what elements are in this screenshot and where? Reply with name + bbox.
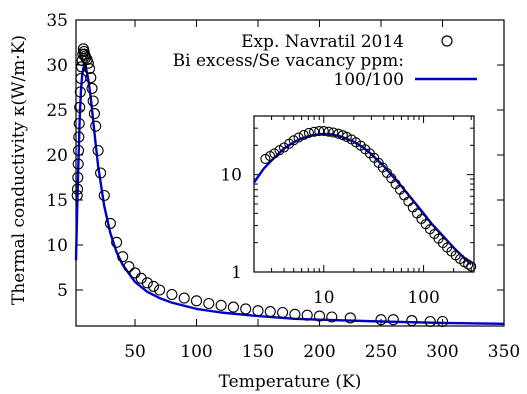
data-point-exp (167, 290, 177, 300)
y-axis-label: Thermal conductivity κ(W/m·K) (9, 35, 29, 305)
data-point-exp (228, 302, 238, 312)
data-point-exp (88, 96, 98, 106)
data-point-exp (105, 218, 115, 228)
y-tick-label: 35 (46, 11, 68, 31)
data-point-exp (388, 315, 398, 325)
x-tick-label: 50 (124, 342, 146, 362)
data-point-exp (278, 308, 288, 318)
x-tick-label: 300 (426, 342, 458, 362)
y-tick-label: 15 (46, 191, 68, 211)
data-point-exp (407, 316, 417, 326)
x-tick-label: 200 (303, 342, 335, 362)
data-point-exp (204, 299, 214, 309)
inset-x-tick-label: 100 (407, 288, 439, 308)
inset-y-tick-label: 1 (231, 263, 242, 283)
data-point-exp (91, 121, 101, 131)
legend-entry-exp-label: Exp. Navratil 2014 (241, 32, 404, 52)
data-point-exp (155, 285, 165, 295)
x-tick-label: 100 (180, 342, 212, 362)
y-tick-label: 10 (46, 236, 68, 256)
data-point-exp (241, 304, 251, 314)
y-tick-label: 30 (46, 56, 68, 76)
legend-entry-exp-marker (442, 36, 452, 46)
data-point-exp (216, 300, 226, 310)
x-tick-label: 350 (488, 342, 520, 362)
data-point-exp (179, 293, 189, 303)
legend: Exp. Navratil 2014 Bi excess/Se vacancy … (173, 32, 477, 90)
y-tick-label: 25 (46, 101, 68, 121)
y-tick-label: 5 (57, 281, 68, 301)
data-point-exp (89, 109, 99, 119)
x-tick-label: 250 (365, 342, 397, 362)
data-point-exp (93, 146, 103, 156)
inset-y-tick-label: 10 (220, 166, 242, 186)
data-point-exp (130, 268, 140, 278)
data-point-exp (265, 307, 275, 317)
legend-title: Bi excess/Se vacancy ppm: (173, 51, 404, 71)
y-tick-label: 20 (46, 146, 68, 166)
x-axis-label: Temperature (K) (219, 372, 362, 392)
data-point-exp (253, 306, 263, 316)
legend-entry-model-label: 100/100 (333, 70, 404, 90)
inset-plot: 10 100 1 10 (220, 116, 475, 308)
x-tick-label: 150 (242, 342, 274, 362)
data-point-exp (192, 296, 202, 306)
inset-x-tick-label: 10 (313, 288, 335, 308)
